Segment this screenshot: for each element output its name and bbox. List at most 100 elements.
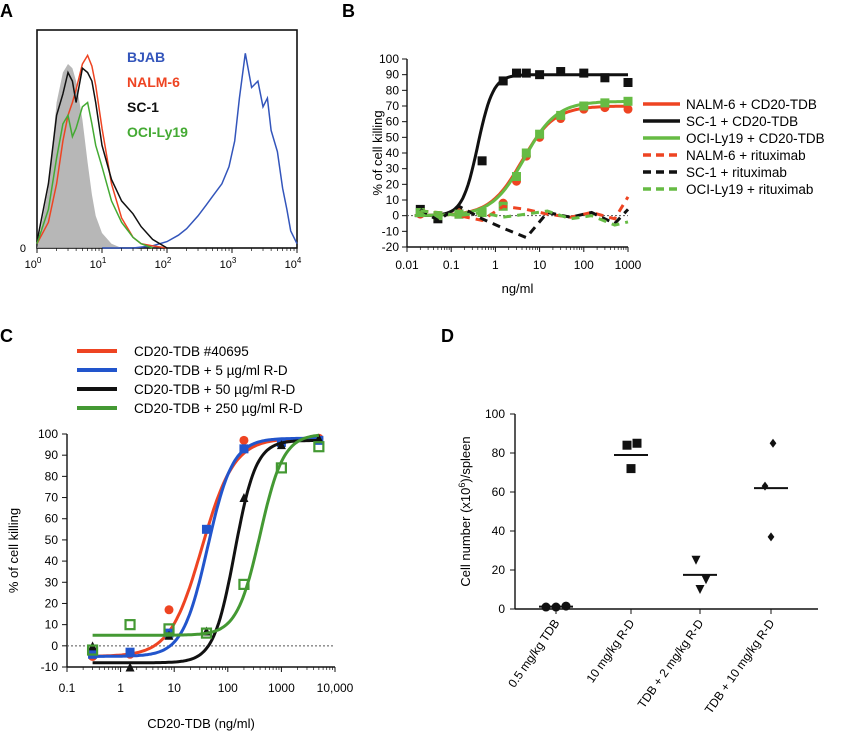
point-cd20-tdb-50-g-ml-r-d: [125, 662, 135, 672]
x-category-label: TDB + 2 mg/kg R-D: [635, 616, 707, 710]
point-sc-1-cd20-tdb: [579, 68, 589, 78]
y-tick-label: 40: [492, 524, 506, 538]
point-cd20-tdb-250-g-ml-r-d: [124, 619, 136, 631]
y-tick-label: 70: [45, 491, 59, 505]
x-tick-label: 10: [168, 681, 182, 695]
y-tick-label: 20: [386, 177, 400, 191]
legend-cd20-tdb-40695: CD20-TDB #40695: [134, 344, 249, 359]
point-group-2: [632, 438, 642, 448]
point-sc-1-cd20-tdb: [600, 73, 610, 83]
point-nalm-6-cd20-tdb: [623, 104, 633, 114]
x-tick-label: 10,000: [317, 681, 354, 695]
point-group-3: [695, 585, 705, 594]
x-category-label: TDB + 10 mg/kg R-D: [702, 616, 778, 716]
y-tick-label: 90: [45, 448, 59, 462]
point-sc-1-cd20-tdb: [556, 67, 566, 77]
x-tick-label: 1000: [268, 681, 295, 695]
y-tick-label: 40: [45, 554, 59, 568]
y-axis-label: % of cell killing: [370, 110, 385, 195]
legend-cd20-tdb-50-g-ml-r-d: CD20-TDB + 50 µg/ml R-D: [134, 382, 295, 397]
point-oci-ly19-cd20-tdb: [600, 98, 610, 108]
y-tick-label: 30: [386, 162, 400, 176]
point-oci-ly19-cd20-tdb: [521, 148, 531, 158]
y-tick-label: 60: [492, 485, 506, 499]
legend-oci-ly19: OCI-Ly19: [127, 124, 188, 140]
point-oci-ly19-cd20-tdb: [556, 110, 566, 120]
legend-nalm-6: NALM-6: [127, 74, 180, 90]
point-group-2: [622, 440, 632, 450]
y-tick-label: 80: [386, 83, 400, 97]
x-axis-label: CD20-TDB (ng/ml): [147, 716, 255, 731]
point-cd20-tdb-250-g-ml-r-d: [275, 462, 287, 474]
point-sc-1-cd20-tdb: [521, 68, 531, 78]
y-tick-label: 80: [492, 446, 506, 460]
panel-letter-c: C: [0, 326, 13, 346]
y-tick-label: 100: [485, 407, 505, 421]
point-group-3: [691, 555, 701, 565]
point-oci-ly19-cd20-tdb: [579, 101, 589, 111]
point-sc-1-cd20-tdb: [623, 78, 633, 87]
y-tick-label: 70: [386, 99, 400, 113]
x-tick-label: 100: [218, 681, 238, 695]
fit-sc-1-cd20-tdb: [414, 73, 628, 218]
point-cd20-tdb-50-g-ml-r-d: [239, 493, 249, 503]
point-cd20-tdb-5-g-ml-r-d: [201, 524, 211, 534]
series-nalm-6-rituximab: [420, 196, 630, 222]
point-cd20-tdb-250-g-ml-r-d: [313, 441, 325, 453]
y-tick-label: -10: [41, 660, 59, 674]
legend-cd20-tdb-250-g-ml-r-d: CD20-TDB + 250 µg/ml R-D: [134, 401, 303, 416]
point-oci-ly19-cd20-tdb: [415, 208, 425, 218]
point-oci-ly19-cd20-tdb: [535, 129, 545, 139]
x-tick-label: 104: [285, 256, 302, 271]
point-group-2: [626, 464, 636, 474]
y-tick-label: 0: [392, 209, 399, 223]
y-tick-label: 100: [38, 427, 58, 441]
point-group-4: [769, 438, 777, 448]
point-group-4: [767, 532, 775, 542]
x-axis-label: ng/ml: [502, 281, 534, 296]
x-tick-label: 102: [155, 256, 172, 271]
y-tick-label: 0: [20, 243, 26, 255]
x-tick-label: 100: [574, 258, 594, 272]
x-tick-label: 1000: [615, 258, 642, 272]
y-tick-label: 0: [498, 602, 505, 616]
x-category-label: 10 mg/kg R-D: [584, 616, 638, 685]
legend-nalm-6-cd20-tdb: NALM-6 + CD20-TDB: [686, 97, 817, 112]
y-tick-label: 0: [51, 639, 58, 653]
point-cd20-tdb-40695: [239, 435, 249, 445]
legend-nalm-6-rituximab: NALM-6 + rituximab: [686, 148, 806, 163]
y-tick-label: 60: [45, 512, 59, 526]
panel-c-dose-response: -10 0 10 20 30 40 50 60 70 80 90 100 0.1 1 10 100 1000 10…: [6, 344, 354, 731]
legend-sc-1-cd20-tdb: SC-1 + CD20-TDB: [686, 114, 798, 129]
histogram-oci-ly19: [36, 101, 153, 249]
x-category-label: 0.5 mg/kg TDB: [505, 617, 562, 690]
fit-oci-ly19-cd20-tdb: [414, 100, 628, 217]
x-tick-label: 100: [25, 256, 42, 271]
panel-letter-d: D: [441, 326, 454, 346]
x-tick-label: 0.1: [443, 258, 460, 272]
point-sc-1-cd20-tdb: [498, 76, 508, 86]
y-tick-label: 50: [45, 533, 59, 547]
point-cd20-tdb-250-g-ml-r-d: [86, 644, 99, 656]
point-sc-1-cd20-tdb: [477, 156, 487, 166]
y-axis-label: % of cell killing: [6, 508, 21, 593]
y-tick-label: -10: [382, 224, 400, 238]
panel-letter-b: B: [342, 1, 355, 21]
y-tick-label: 40: [386, 146, 400, 160]
point-oci-ly19-cd20-tdb: [433, 211, 443, 221]
legend-oci-ly19-rituximab: OCI-Ly19 + rituximab: [686, 182, 813, 197]
x-tick-label: 103: [220, 256, 237, 271]
legend-oci-ly19-cd20-tdb: OCI-Ly19 + CD20-TDB: [686, 131, 825, 146]
panel-a-histogram: 100 101 102 103 104 0 BJAB NALM-6 SC-1 OCI-Ly19: [20, 29, 302, 271]
histogram-sc-1: [36, 66, 168, 249]
y-tick-label: 10: [45, 618, 59, 632]
y-tick-label: 30: [45, 575, 59, 589]
panel-d-scatter: 0 20 40 60 80 100 Cell number (x106)/spleen 0.5…: [457, 407, 818, 716]
series-oci-ly19-rituximab: [420, 209, 629, 227]
point-cd20-tdb-250-g-ml-r-d: [200, 627, 213, 639]
point-oci-ly19-cd20-tdb: [511, 172, 521, 181]
x-tick-label: 1: [117, 681, 124, 695]
y-tick-label: 20: [492, 563, 506, 577]
